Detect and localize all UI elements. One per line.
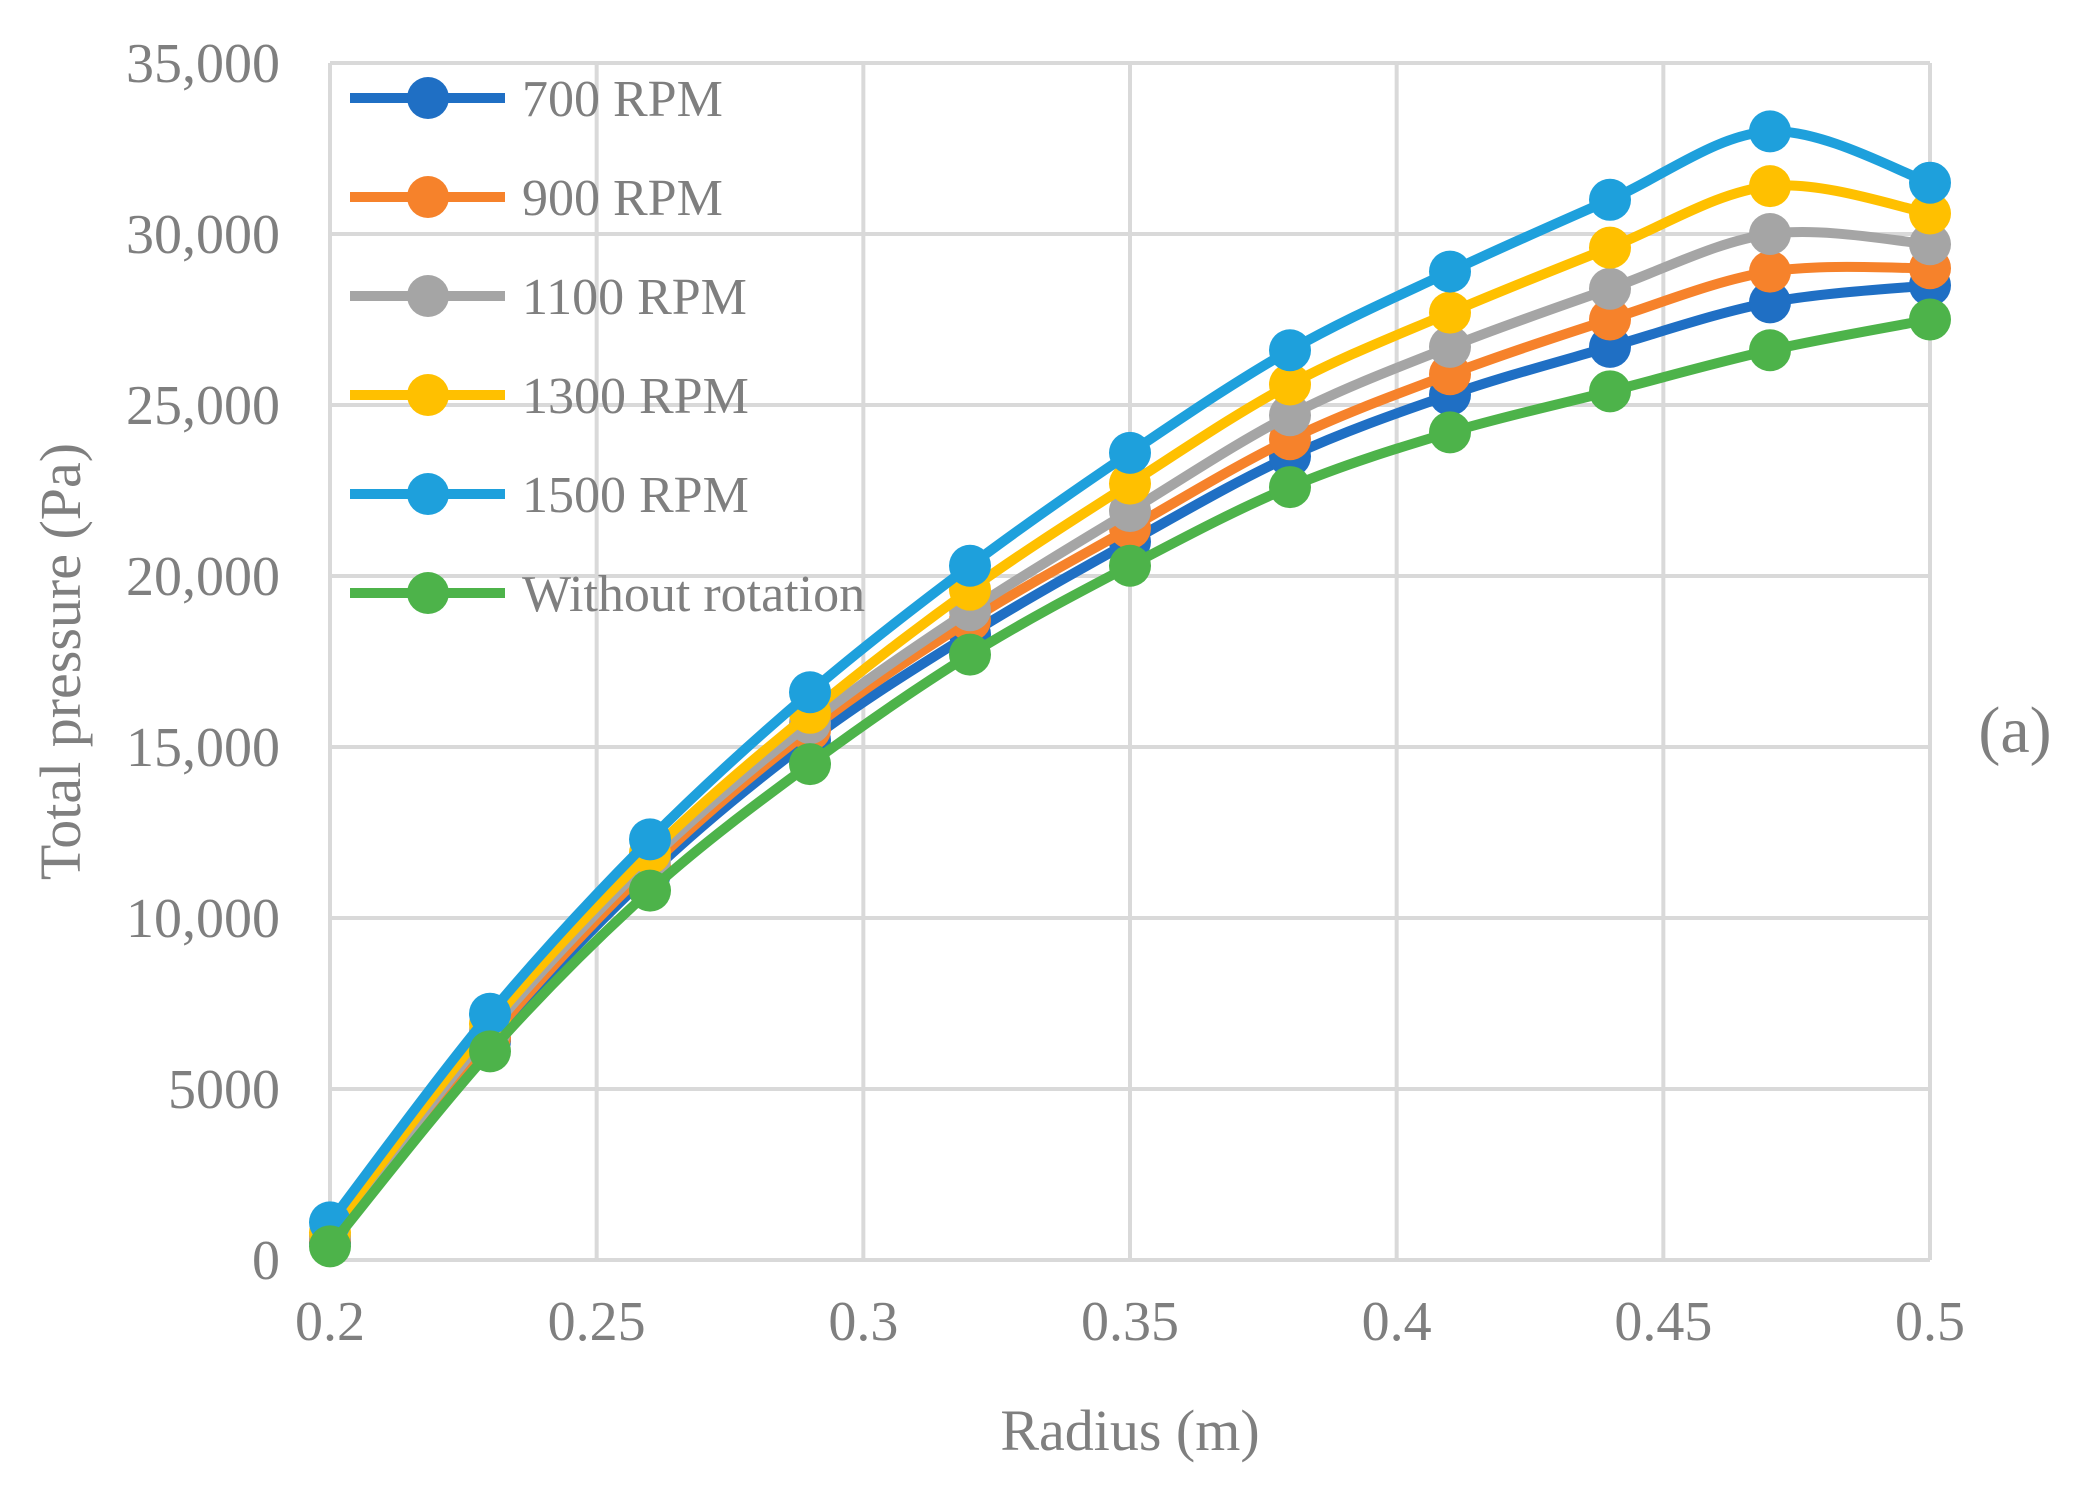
data-point	[1429, 291, 1471, 334]
legend-item: Without rotation	[350, 566, 865, 623]
y-tick-label: 5000	[168, 1059, 280, 1121]
data-point	[1429, 250, 1471, 293]
data-point	[1749, 110, 1791, 153]
legend-swatch-marker	[407, 473, 449, 515]
data-point	[1749, 329, 1791, 372]
data-point	[789, 671, 831, 714]
data-point	[1589, 226, 1631, 269]
x-tick-label: 0.25	[548, 1291, 646, 1353]
data-point	[469, 1030, 511, 1073]
data-point	[1909, 223, 1951, 266]
data-point	[949, 544, 991, 587]
x-tick-label: 0.3	[828, 1291, 898, 1353]
legend-label: 900 RPM	[522, 170, 723, 227]
legend-swatch-marker	[407, 374, 449, 416]
legend-label: 1500 RPM	[522, 467, 749, 524]
data-point	[1909, 192, 1951, 235]
series-line	[325, 314, 1935, 1252]
legend-swatch-marker	[407, 572, 449, 614]
panel-label: (a)	[1978, 694, 2051, 767]
y-axis-ticks: 0 5000 10,000 15,000 20,000 25,000 30,000 35,00…	[126, 33, 280, 1292]
x-axis-ticks: 0.2 0.25 0.3 0.35 0.4 0.45 0.5	[295, 1291, 1965, 1353]
data-point	[1909, 161, 1951, 204]
data-point	[1109, 431, 1151, 474]
data-point	[1749, 250, 1791, 293]
data-point	[1749, 165, 1791, 208]
data-point	[469, 992, 511, 1035]
legend-item: 1100 RPM	[350, 269, 747, 326]
data-point	[1589, 267, 1631, 310]
x-tick-label: 0.2	[295, 1291, 365, 1353]
data-point	[1269, 363, 1311, 406]
legend-item: 900 RPM	[350, 170, 723, 227]
data-point	[1269, 329, 1311, 372]
series-without-rotation	[309, 298, 1951, 1268]
y-tick-label: 30,000	[126, 204, 280, 266]
x-axis-title: Radius (m)	[1000, 1398, 1259, 1463]
data-point	[1749, 213, 1791, 255]
legend-swatch-marker	[407, 176, 449, 218]
data-point	[1589, 298, 1631, 341]
data-point	[1269, 466, 1311, 509]
x-tick-label: 0.45	[1614, 1291, 1712, 1353]
series-lines	[309, 110, 1951, 1268]
data-point	[1109, 462, 1151, 505]
series-line	[325, 126, 1935, 1228]
data-point	[1429, 411, 1471, 454]
legend-label: Without rotation	[522, 566, 865, 623]
y-tick-label: 35,000	[126, 33, 280, 95]
legend-swatch-marker	[407, 275, 449, 317]
y-tick-label: 10,000	[126, 888, 280, 950]
legend-label: 1100 RPM	[522, 269, 747, 326]
grid	[328, 61, 1932, 1262]
data-point	[1269, 394, 1311, 437]
data-point	[629, 818, 671, 861]
data-point	[1109, 544, 1151, 587]
data-point	[789, 743, 831, 786]
legend: 700 RPM 900 RPM 1100 RPM 1300 RPM 1500 RPM Wi…	[350, 71, 865, 623]
x-tick-label: 0.5	[1895, 1291, 1965, 1353]
legend-item: 1300 RPM	[350, 368, 749, 425]
data-point	[1749, 281, 1791, 324]
data-point	[1909, 298, 1951, 341]
legend-label: 700 RPM	[522, 71, 723, 128]
series-line	[325, 180, 1935, 1238]
data-point	[1589, 178, 1631, 221]
data-point	[629, 869, 671, 912]
x-tick-label: 0.35	[1081, 1291, 1179, 1353]
data-point	[949, 633, 991, 676]
legend-swatch-marker	[407, 77, 449, 119]
x-tick-label: 0.4	[1362, 1291, 1432, 1353]
legend-item: 700 RPM	[350, 71, 723, 128]
data-point	[1589, 370, 1631, 413]
y-axis-title: Total pressure (Pa)	[28, 443, 93, 880]
data-point	[309, 1225, 351, 1268]
legend-item: 1500 RPM	[350, 467, 749, 524]
y-tick-label: 0	[252, 1230, 280, 1292]
y-tick-label: 25,000	[126, 375, 280, 437]
data-point	[1429, 325, 1471, 368]
y-tick-label: 20,000	[126, 546, 280, 608]
legend-label: 1300 RPM	[522, 368, 749, 425]
y-tick-label: 15,000	[126, 717, 280, 779]
